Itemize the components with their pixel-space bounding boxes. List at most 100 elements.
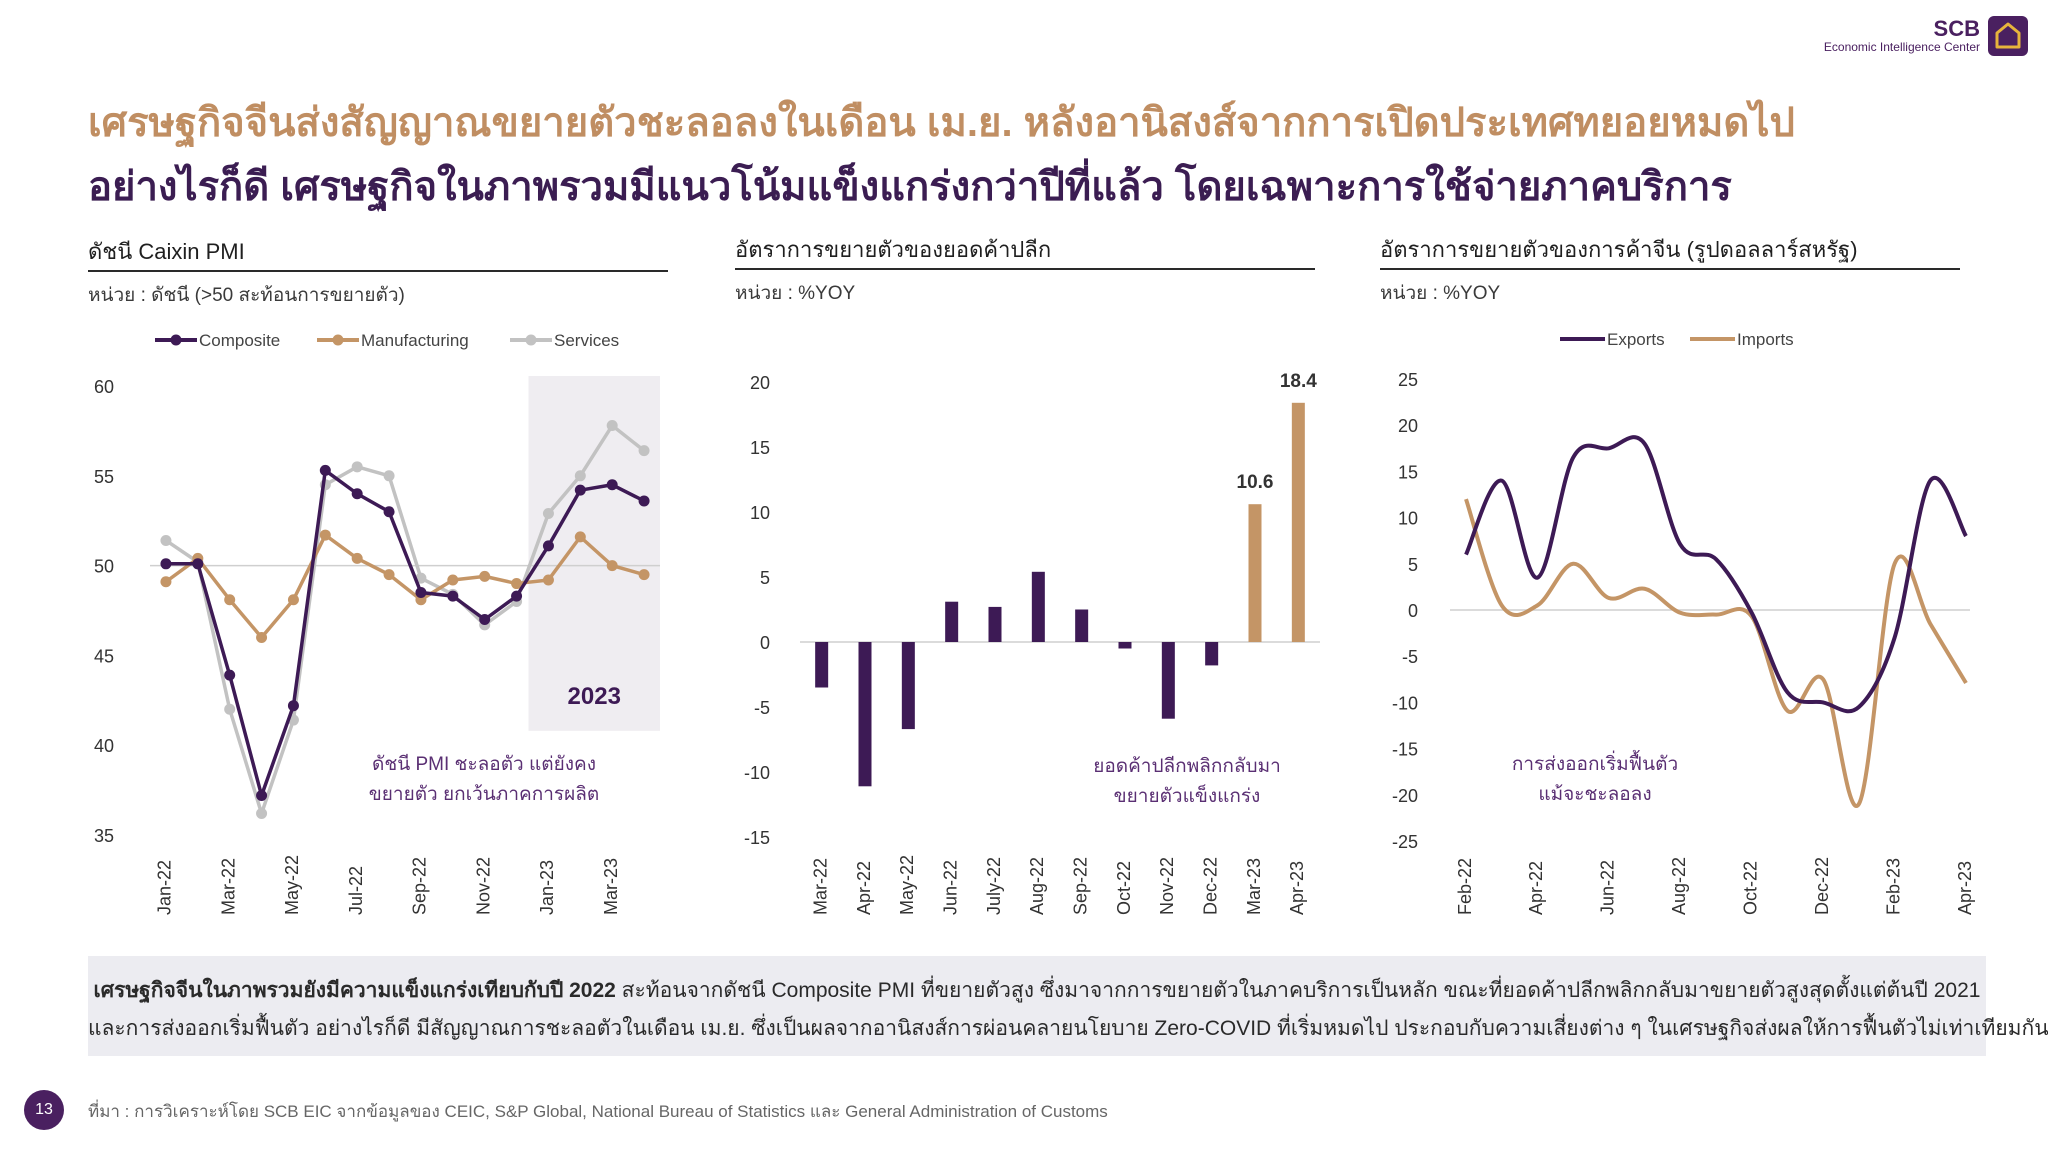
pmi-title-divider <box>88 270 668 272</box>
retail-title-divider <box>735 268 1315 270</box>
legend-label: Composite <box>199 331 280 350</box>
data-point-composite <box>447 590 459 602</box>
data-point-services <box>606 420 618 432</box>
data-label: 18.4 <box>1280 371 1317 392</box>
x-tick-label: Jan-23 <box>537 860 557 915</box>
data-point-services <box>542 508 554 520</box>
retail-unit: หน่วย : %YOY <box>735 283 856 304</box>
source-note: ที่มา : การวิเคราะห์โดย SCB EIC จากข้อมู… <box>88 1102 1108 1121</box>
x-tick-label: Aug-22 <box>1027 857 1047 915</box>
data-point-composite <box>192 558 204 570</box>
y-tick-label: -5 <box>754 698 770 718</box>
summary-rest: สะท้อนจากดัชนี Composite PMI ที่ขยายตัวส… <box>615 979 1981 1002</box>
y-tick-label: 55 <box>94 467 114 487</box>
x-tick-label: Jul-22 <box>346 866 366 915</box>
pmi-line-chart: 2023 35 40 45 50 55 60 Jan-22 Mar-22 May-22 Jul-22… <box>94 331 660 915</box>
data-label: 10.6 <box>1237 472 1274 493</box>
logo-subtitle: Economic Intelligence Center <box>1823 40 1980 54</box>
legend-marker <box>170 334 182 346</box>
x-tick-label: Aug-22 <box>1669 857 1689 915</box>
headline-2: อย่างไรก็ดี เศรษฐกิจในภาพรวมมีแนวโน้มแข็… <box>88 165 1732 209</box>
bar-july-22 <box>988 606 1002 642</box>
bar-jun-22 <box>945 601 959 642</box>
bar-apr-23 <box>1291 402 1305 642</box>
legend-label: Manufacturing <box>361 331 469 350</box>
y-tick-label: -10 <box>1392 693 1418 713</box>
legend-label: Imports <box>1737 330 1794 349</box>
trade-title-divider <box>1380 268 1960 270</box>
data-point-manufacturing <box>606 560 618 572</box>
x-tick-label: Jan-22 <box>155 860 175 915</box>
x-tick-label: Apr-23 <box>1287 861 1307 915</box>
y-tick-label: 15 <box>750 438 770 458</box>
x-tick-label: Nov-22 <box>1157 857 1177 915</box>
summary-line-2: และการส่งออกเริ่มฟื้นตัว อย่างไรก็ดี มีส… <box>88 1017 2048 1040</box>
data-point-composite <box>383 506 395 518</box>
bar-mar-22 <box>815 642 829 688</box>
retail-bar-chart: -15 -10 -5 0 5 10 15 20 Mar-22 Apr-22 May-22 Jun-22… <box>744 371 1320 915</box>
data-point-composite <box>479 613 491 625</box>
y-tick-label: -15 <box>1392 740 1418 760</box>
data-point-manufacturing <box>256 631 268 643</box>
y-tick-label: 5 <box>1408 555 1418 575</box>
y-tick-label: 15 <box>1398 462 1418 482</box>
series-line-composite <box>165 468 645 798</box>
bar-aug-22 <box>1031 571 1045 642</box>
x-tick-label: Apr-22 <box>854 861 874 915</box>
bar-mar-23 <box>1248 504 1262 642</box>
y-tick-label: 0 <box>760 633 770 653</box>
y-tick-label: -25 <box>1392 832 1418 852</box>
data-point-composite <box>319 464 331 476</box>
data-point-manufacturing <box>574 531 586 543</box>
data-point-manufacturing <box>224 594 236 606</box>
data-point-composite <box>256 789 268 801</box>
y-tick-label: -5 <box>1402 647 1418 667</box>
bar-nov-22 <box>1161 642 1175 719</box>
trade-unit: หน่วย : %YOY <box>1380 283 1501 304</box>
data-point-manufacturing <box>479 570 491 582</box>
y-tick-label: 25 <box>1398 370 1418 390</box>
x-tick-label: Dec-22 <box>1812 857 1832 915</box>
chart-annotation: ขยายตัวแข็งแกร่ง <box>1114 783 1261 807</box>
data-point-services <box>638 445 650 457</box>
y-tick-label: 20 <box>750 373 770 393</box>
data-point-composite <box>415 587 427 599</box>
data-point-composite <box>160 558 172 570</box>
y-tick-label: -10 <box>744 763 770 783</box>
y-tick-label: 60 <box>94 377 114 397</box>
y-tick-label: 45 <box>94 646 114 666</box>
summary-box: เศรษฐกิจจีนในภาพรวมยังมีความแข็งแกร่งเที… <box>88 956 2048 1056</box>
x-tick-label: Mar-23 <box>1244 858 1264 915</box>
y-tick-label: -15 <box>744 828 770 848</box>
legend-marker <box>332 334 344 346</box>
bar-may-22 <box>901 642 915 730</box>
pmi-unit: หน่วย : ดัชนี (>50 สะท้อนการขยายตัว) <box>88 285 405 306</box>
pmi-chart-title: ดัชนี Caixin PMI <box>88 239 245 264</box>
data-point-composite <box>351 488 363 500</box>
x-tick-label: July-22 <box>984 857 1004 915</box>
x-tick-label: Dec-22 <box>1200 857 1220 915</box>
x-tick-label: Jun-22 <box>940 860 960 915</box>
page-number: 13 <box>24 1090 64 1130</box>
x-tick-label: Mar-23 <box>601 858 621 915</box>
bar-dec-22 <box>1205 642 1219 666</box>
x-tick-label: May-22 <box>282 855 302 915</box>
y-tick-label: 35 <box>94 826 114 846</box>
series-line-manufacturing <box>164 533 645 640</box>
data-point-manufacturing <box>160 576 172 588</box>
x-tick-label: Sep-22 <box>410 857 430 915</box>
summary-bold: เศรษฐกิจจีนในภาพรวมยังมีความแข็งแกร่งเที… <box>93 979 616 1002</box>
data-point-composite <box>287 700 299 712</box>
legend-label: Exports <box>1607 330 1665 349</box>
x-tick-label: Oct-22 <box>1740 861 1760 915</box>
x-tick-label: Apr-22 <box>1526 861 1546 915</box>
data-point-composite <box>574 484 586 496</box>
data-point-composite <box>224 669 236 681</box>
retail-chart-title: อัตราการขยายตัวของยอดค้าปลีก <box>735 237 1052 262</box>
data-point-composite <box>606 479 618 491</box>
legend-marker <box>525 334 537 346</box>
data-point-services <box>256 807 268 819</box>
data-point-services <box>224 703 236 715</box>
x-tick-label: May-22 <box>897 855 917 915</box>
